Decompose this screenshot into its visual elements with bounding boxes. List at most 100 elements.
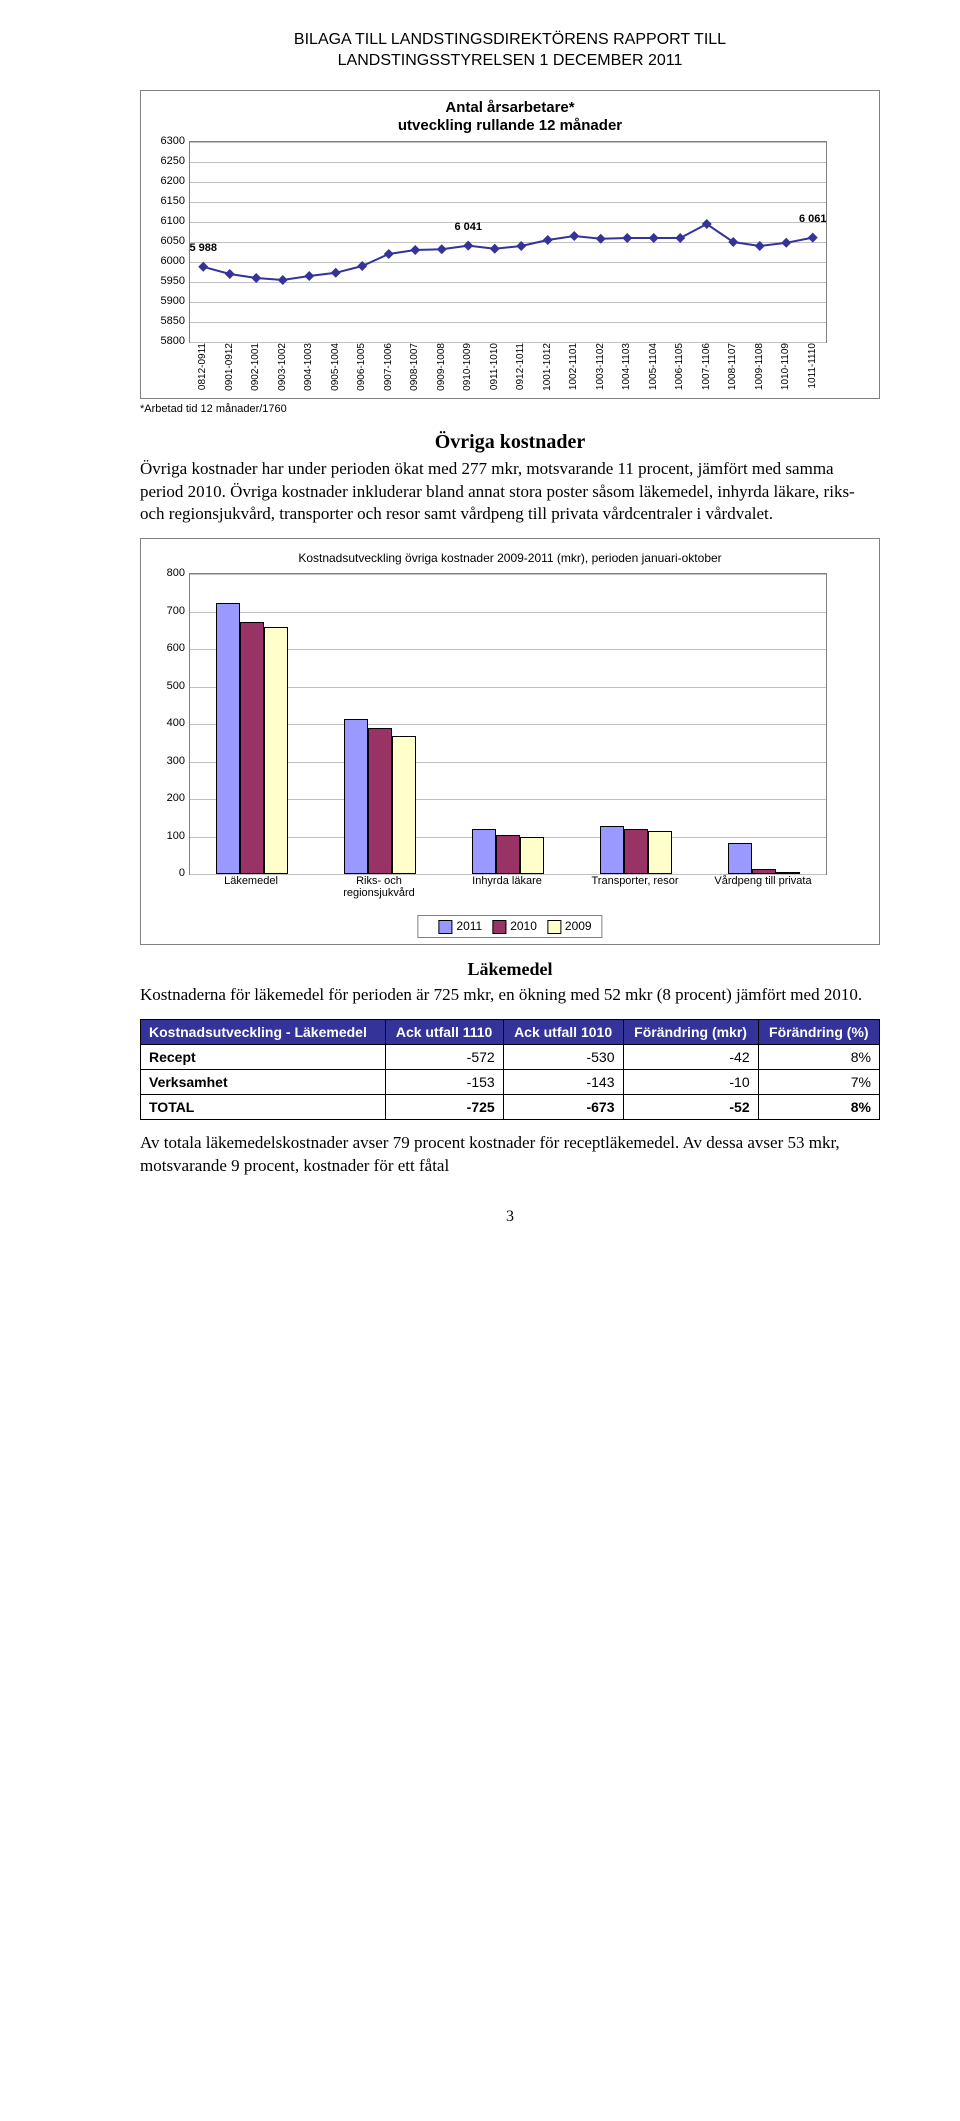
xtick: Riks- och regionsjukvård [324, 875, 434, 899]
xtick: 0904-1003 [303, 343, 314, 391]
xtick: 0906-1005 [356, 343, 367, 391]
cell: -10 [623, 1070, 758, 1095]
page-number: 3 [140, 1208, 880, 1226]
cell: -52 [623, 1095, 758, 1120]
line-chart-svg [190, 142, 826, 342]
cell: -572 [385, 1045, 503, 1070]
bar [728, 843, 752, 875]
cell: 8% [758, 1045, 879, 1070]
xtick: 1010-1109 [780, 343, 791, 390]
bar [240, 622, 264, 874]
legend-swatch [492, 920, 506, 934]
ytick: 200 [167, 792, 185, 804]
ytick: 500 [167, 680, 185, 692]
xtick: 1007-1106 [701, 343, 712, 390]
row-label: TOTAL [141, 1095, 386, 1120]
cell: -673 [503, 1095, 623, 1120]
ytick: 400 [167, 717, 185, 729]
cell: -725 [385, 1095, 503, 1120]
ytick: 300 [167, 755, 185, 767]
legend-label: 2010 [510, 919, 537, 933]
bar [344, 719, 368, 875]
page-header: BILAGA TILL LANDSTINGSDIREKTÖRENS RAPPOR… [140, 30, 880, 72]
bar-chart-plot [189, 573, 827, 875]
xtick: 0902-1001 [250, 343, 261, 391]
line-chart-title: Antal årsarbetare* utveckling rullande 1… [145, 99, 875, 135]
data-label: 6 061 [799, 213, 827, 225]
ytick: 6000 [161, 255, 185, 267]
xtick: Transporter, resor [580, 875, 690, 887]
line-chart-title-l1: Antal årsarbetare* [445, 99, 574, 116]
xtick: 0812-0911 [197, 343, 208, 390]
xtick: 0903-1002 [277, 343, 288, 391]
ytick: 6100 [161, 215, 185, 227]
bar-chart-title: Kostnadsutveckling övriga kostnader 2009… [145, 551, 875, 565]
line-chart-frame: Antal årsarbetare* utveckling rullande 1… [140, 90, 880, 399]
line-chart-xaxis: 0812-09110901-09120902-10010903-10020904… [189, 341, 825, 396]
cost-table-body: Recept-572-530-428%Verksamhet-153-143-10… [141, 1045, 880, 1120]
xtick: 1001-1012 [542, 343, 553, 391]
legend-swatch [438, 920, 452, 934]
line-chart-title-l2: utveckling rullande 12 månader [398, 117, 622, 134]
bar-chart-frame: Kostnadsutveckling övriga kostnader 2009… [140, 538, 880, 945]
bar [600, 826, 624, 875]
cell: -153 [385, 1070, 503, 1095]
cell: -530 [503, 1045, 623, 1070]
bar-chart-legend: 2011 2010 2009 [417, 915, 602, 938]
xtick: 1003-1102 [595, 343, 606, 390]
xtick: 1006-1105 [674, 343, 685, 390]
legend-label: 2009 [565, 919, 592, 933]
xtick: 1009-1108 [754, 343, 765, 390]
bar-chart-yaxis: 0100200300400500600700800 [145, 573, 187, 873]
row-label: Verksamhet [141, 1070, 386, 1095]
xtick: 0912-1011 [515, 343, 526, 390]
header-line-2: LANDSTINGSSTYRELSEN 1 DECEMBER 2011 [338, 52, 683, 69]
xtick: 0909-1008 [436, 343, 447, 391]
line-chart-yaxis: 5800585059005950600060506100615062006250… [145, 141, 187, 341]
header-line-1: BILAGA TILL LANDSTINGSDIREKTÖRENS RAPPOR… [294, 31, 726, 48]
bar-chart-xaxis: LäkemedelRiks- och regionsjukvårdInhyrda… [189, 873, 825, 909]
ytick: 100 [167, 830, 185, 842]
ytick: 5950 [161, 275, 185, 287]
tail-paragraph: Av totala läkemedelskostnader avser 79 p… [140, 1132, 880, 1178]
data-label: 5 988 [189, 242, 217, 254]
bar [368, 728, 392, 874]
lakemedel-paragraph: Kostnaderna för läkemedel för perioden ä… [140, 984, 880, 1007]
xtick: Vårdpeng till privata [708, 875, 818, 887]
bar [624, 829, 648, 874]
bar [392, 736, 416, 875]
xtick: Läkemedel [196, 875, 306, 887]
xtick: 0910-1009 [462, 343, 473, 391]
ytick: 5850 [161, 315, 185, 327]
ytick: 6250 [161, 155, 185, 167]
lakemedel-heading: Läkemedel [140, 959, 880, 980]
cost-table: Kostnadsutveckling - Läkemedel Ack utfal… [140, 1019, 880, 1120]
xtick: 1008-1107 [727, 343, 738, 390]
xtick: 1011-1110 [807, 343, 818, 389]
legend-swatch [547, 920, 561, 934]
xtick: 0911-1010 [489, 343, 500, 390]
cell: -42 [623, 1045, 758, 1070]
legend-label: 2011 [456, 919, 482, 933]
xtick: 0907-1006 [383, 343, 394, 391]
ovriga-heading: Övriga kostnader [140, 431, 880, 454]
cell: -143 [503, 1070, 623, 1095]
cost-table-col-1: Ack utfall 1110 [385, 1020, 503, 1045]
line-chart-plot: 5 9886 0416 061 [189, 141, 827, 343]
cost-table-head: Kostnadsutveckling - Läkemedel Ack utfal… [141, 1020, 880, 1045]
bar [472, 829, 496, 874]
xtick: 0905-1004 [330, 343, 341, 391]
xtick: 0908-1007 [409, 343, 420, 391]
cost-table-title-cell: Kostnadsutveckling - Läkemedel [141, 1020, 386, 1045]
bar [216, 603, 240, 875]
ytick: 6200 [161, 175, 185, 187]
xtick: 1002-1101 [568, 343, 579, 390]
ytick: 6050 [161, 235, 185, 247]
ytick: 5900 [161, 295, 185, 307]
ytick: 6300 [161, 135, 185, 147]
bar [496, 835, 520, 874]
table-row: Recept-572-530-428% [141, 1045, 880, 1070]
cost-table-col-3: Förändring (mkr) [623, 1020, 758, 1045]
bar [648, 831, 672, 874]
xtick: 1005-1104 [648, 343, 659, 390]
